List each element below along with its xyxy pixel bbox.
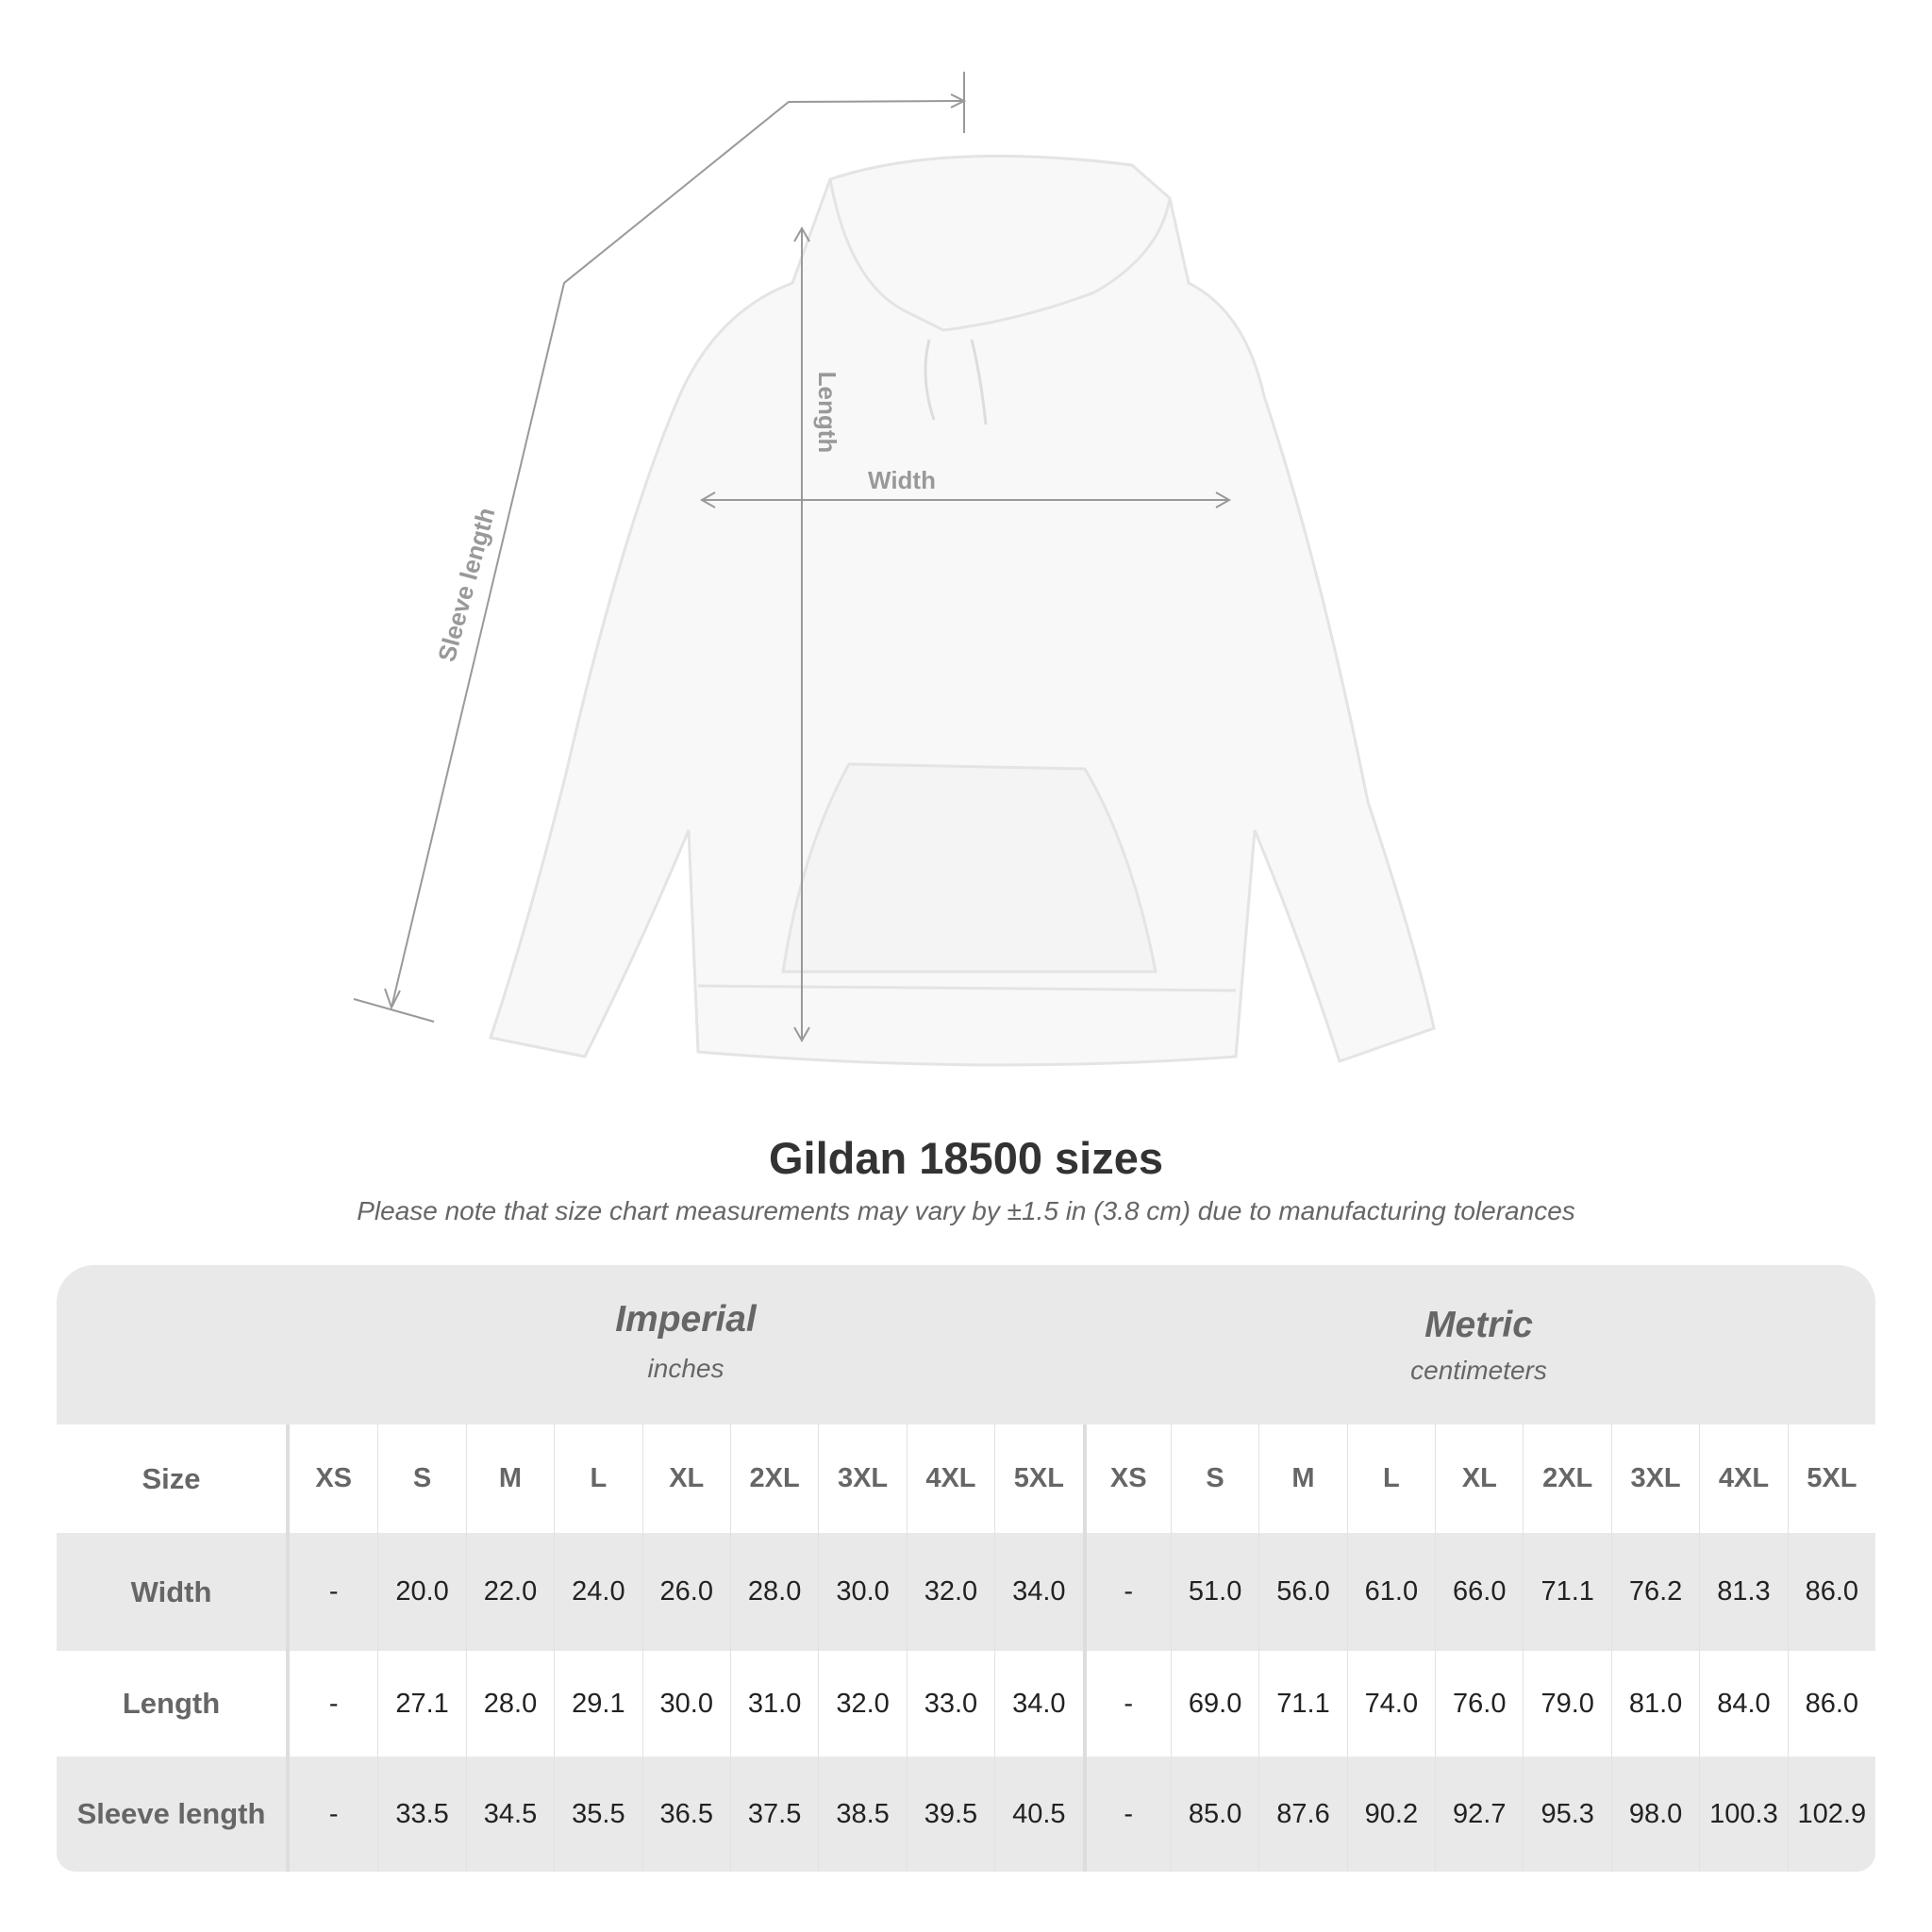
imperial-value: 34.0 <box>994 1533 1082 1651</box>
hoodie-diagram: Sleeve length Length Width <box>353 72 1436 1067</box>
imperial-value: 34.0 <box>994 1651 1082 1757</box>
metric-size-M: M <box>1258 1424 1346 1533</box>
metric-value: 81.3 <box>1699 1533 1787 1651</box>
imperial-value: 28.0 <box>465 1651 554 1757</box>
metric-header: Metric centimeters <box>1082 1265 1875 1424</box>
sleeve-length-label: Sleeve length <box>432 505 500 665</box>
imperial-value: 35.5 <box>554 1757 641 1872</box>
metric-value: 81.0 <box>1610 1651 1699 1757</box>
metric-size-L: L <box>1346 1424 1435 1533</box>
imperial-value: 28.0 <box>729 1533 818 1651</box>
imperial-value: 29.1 <box>554 1651 641 1757</box>
table-row: Width -20.0 22.0 24.0 26.0 28.0 30.0 32.0 34.0-5… <box>57 1533 1875 1651</box>
hoodie-illustration <box>489 154 1436 1067</box>
imperial-value: 32.0 <box>818 1651 906 1757</box>
metric-size-S: S <box>1170 1424 1258 1533</box>
imperial-value: 31.0 <box>729 1651 818 1757</box>
metric-unit: centimeters <box>1410 1356 1547 1385</box>
imperial-size-4XL: 4XL <box>906 1424 994 1533</box>
imperial-size-L: L <box>554 1424 641 1533</box>
metric-value: 84.0 <box>1699 1651 1787 1757</box>
metric-size-3XL: 3XL <box>1610 1424 1699 1533</box>
imperial-value: 22.0 <box>465 1533 554 1651</box>
imperial-size-2XL: 2XL <box>729 1424 818 1533</box>
imperial-size-3XL: 3XL <box>818 1424 906 1533</box>
tolerance-note: Please note that size chart measurements… <box>357 1196 1575 1225</box>
dimension-lines <box>353 72 1232 1043</box>
size-table: Imperial inches Metric centimeters Size X… <box>57 1265 1875 1872</box>
metric-size-4XL: 4XL <box>1699 1424 1787 1533</box>
size-header-row: Size XS S M L XL 2XL 3XL 4XL 5XL XS S M L XL 2XL 3XL 4XL 5… <box>57 1424 1875 1533</box>
table-row: Length -27.1 28.0 29.1 30.0 31.0 32.0 33.0 34.0-… <box>57 1651 1875 1757</box>
imperial-value: 30.0 <box>818 1533 906 1651</box>
imperial-value: 37.5 <box>729 1757 818 1872</box>
imperial-value: - <box>328 1798 339 1829</box>
imperial-heading: Imperial <box>615 1299 757 1340</box>
imperial-value: 30.0 <box>641 1651 730 1757</box>
chart-title: Gildan 18500 sizes <box>768 1133 1164 1183</box>
size-label: Size <box>57 1424 290 1533</box>
metric-value: 74.0 <box>1346 1651 1435 1757</box>
imperial-value: 40.5 <box>994 1757 1082 1872</box>
metric-value: 98.0 <box>1610 1757 1699 1872</box>
imperial-value: 26.0 <box>641 1533 730 1651</box>
metric-size-5XL: 5XL <box>1787 1424 1875 1533</box>
row-label: Sleeve length <box>57 1757 290 1872</box>
imperial-value: 27.1 <box>377 1651 465 1757</box>
length-label: Length <box>813 372 841 454</box>
imperial-value: - <box>328 1576 339 1607</box>
metric-heading: Metric <box>1424 1305 1533 1345</box>
metric-size-XS: XS <box>1082 1424 1171 1533</box>
metric-value: 56.0 <box>1258 1533 1346 1651</box>
metric-value: 71.1 <box>1523 1533 1610 1651</box>
metric-value: 79.0 <box>1523 1651 1610 1757</box>
metric-value: 69.0 <box>1170 1651 1258 1757</box>
metric-size-XL: XL <box>1435 1424 1523 1533</box>
imperial-value: 38.5 <box>818 1757 906 1872</box>
metric-value: 87.6 <box>1258 1757 1346 1872</box>
width-label: Width <box>868 466 936 494</box>
metric-value: - <box>1082 1757 1171 1872</box>
imperial-value: 39.5 <box>906 1757 994 1872</box>
metric-value: 92.7 <box>1435 1757 1523 1872</box>
imperial-value: 36.5 <box>641 1757 730 1872</box>
imperial-value: 33.0 <box>906 1651 994 1757</box>
imperial-size-XL: XL <box>641 1424 730 1533</box>
metric-value: 51.0 <box>1170 1533 1258 1651</box>
metric-value: 61.0 <box>1346 1533 1435 1651</box>
imperial-value: 24.0 <box>554 1533 641 1651</box>
metric-value: 95.3 <box>1523 1757 1610 1872</box>
metric-value: 90.2 <box>1346 1757 1435 1872</box>
imperial-size-5XL: 5XL <box>994 1424 1082 1533</box>
imperial-size-S: S <box>377 1424 465 1533</box>
metric-value: 86.0 <box>1787 1533 1875 1651</box>
metric-value: 71.1 <box>1258 1651 1346 1757</box>
metric-value: 100.3 <box>1699 1757 1787 1872</box>
metric-value: 85.0 <box>1170 1757 1258 1872</box>
imperial-size-M: M <box>465 1424 554 1533</box>
metric-value: - <box>1082 1651 1171 1757</box>
metric-value: 76.2 <box>1610 1533 1699 1651</box>
metric-size-2XL: 2XL <box>1523 1424 1610 1533</box>
imperial-value: 33.5 <box>377 1757 465 1872</box>
imperial-size-XS: XS <box>315 1463 353 1493</box>
metric-value: 102.9 <box>1787 1757 1875 1872</box>
imperial-value: 20.0 <box>377 1533 465 1651</box>
imperial-value: - <box>328 1688 339 1719</box>
imperial-value: 32.0 <box>906 1533 994 1651</box>
metric-value: 76.0 <box>1435 1651 1523 1757</box>
imperial-unit: inches <box>647 1354 724 1383</box>
metric-value: 86.0 <box>1787 1651 1875 1757</box>
row-label: Length <box>57 1651 290 1757</box>
imperial-header: Imperial inches <box>290 1265 1082 1424</box>
metric-value: - <box>1082 1533 1171 1651</box>
row-label: Width <box>57 1533 290 1651</box>
metric-value: 66.0 <box>1435 1533 1523 1651</box>
table-row: Sleeve length - 33.5 34.5 35.5 36.5 37.5 38.5 39… <box>57 1757 1875 1872</box>
imperial-value: 34.5 <box>465 1757 554 1872</box>
